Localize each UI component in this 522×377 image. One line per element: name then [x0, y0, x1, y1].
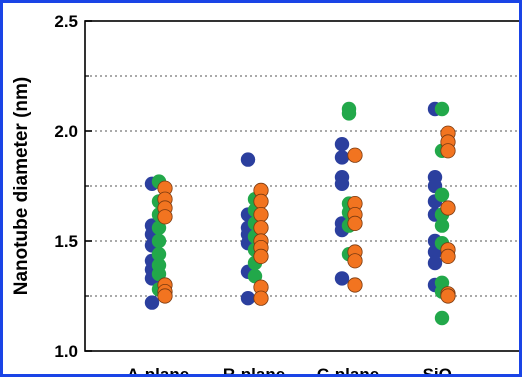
y-tick-label: 2.5: [54, 12, 78, 31]
y-axis-title: Nanotube diameter (nm): [11, 77, 32, 296]
x-category-label: SiO₂: [423, 365, 460, 374]
data-point: [434, 218, 450, 233]
data-point: [240, 152, 256, 167]
data-point: [434, 310, 450, 326]
data-point: [151, 266, 167, 282]
data-point: [253, 220, 269, 236]
data-point: [334, 137, 350, 152]
data-point: [440, 143, 456, 159]
data-point: [440, 200, 456, 216]
x-category-label: R-plane: [223, 365, 285, 374]
y-axis-ticks: 1.0 1.5 2.0 2.5: [54, 12, 92, 361]
data-point: [347, 147, 363, 163]
scatter-chart: 1.0 1.5 2.0 2.5 A-plane R-plane C-plane SiO₂ N…: [11, 12, 519, 374]
data-point: [240, 291, 256, 306]
data-point: [247, 269, 263, 284]
data-point: [341, 106, 357, 121]
y-tick-label: 2.0: [54, 122, 78, 141]
x-axis-categories: A-plane R-plane C-plane SiO₂: [127, 365, 460, 374]
data-point: [427, 255, 443, 271]
data-point: [151, 233, 167, 249]
data-point: [253, 207, 269, 223]
data-point: [334, 176, 350, 191]
data-point: [253, 290, 269, 306]
x-category-label: A-plane: [127, 365, 189, 374]
data-point: [434, 101, 450, 117]
y-tick-label: 1.0: [54, 342, 78, 361]
data-point: [434, 187, 450, 202]
data-point: [440, 288, 456, 304]
data-point: [253, 248, 269, 264]
data-point: [151, 220, 167, 235]
data-point: [334, 271, 350, 286]
x-category-label: C-plane: [317, 365, 379, 374]
data-point: [157, 209, 173, 225]
data-point: [334, 150, 350, 165]
y-tick-label: 1.5: [54, 232, 78, 251]
data-point: [347, 277, 363, 293]
data-point: [347, 253, 363, 269]
data-point: [253, 193, 269, 209]
data-point: [144, 295, 160, 310]
data-point: [440, 248, 456, 264]
data-points: [144, 101, 456, 326]
data-point: [157, 288, 173, 304]
data-point: [151, 247, 167, 262]
data-point: [347, 215, 363, 231]
